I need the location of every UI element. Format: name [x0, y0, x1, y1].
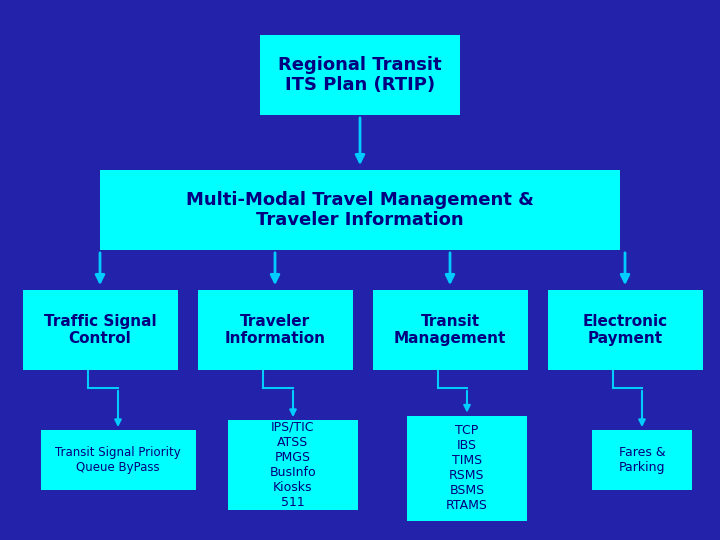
Text: Electronic
Payment: Electronic Payment — [582, 314, 667, 346]
Text: TCP
IBS
TIMS
RSMS
BSMS
RTAMS: TCP IBS TIMS RSMS BSMS RTAMS — [446, 424, 488, 512]
FancyBboxPatch shape — [197, 290, 353, 370]
FancyBboxPatch shape — [22, 290, 178, 370]
Text: Transit Signal Priority
Queue ByPass: Transit Signal Priority Queue ByPass — [55, 446, 181, 474]
FancyBboxPatch shape — [40, 430, 196, 490]
Text: Fares &
Parking: Fares & Parking — [618, 446, 665, 474]
Text: Regional Transit
ITS Plan (RTIP): Regional Transit ITS Plan (RTIP) — [278, 56, 442, 94]
FancyBboxPatch shape — [100, 170, 620, 250]
FancyBboxPatch shape — [372, 290, 528, 370]
FancyBboxPatch shape — [407, 415, 527, 521]
Text: Traffic Signal
Control: Traffic Signal Control — [44, 314, 156, 346]
Text: Transit
Management: Transit Management — [394, 314, 506, 346]
Text: Traveler
Information: Traveler Information — [225, 314, 325, 346]
FancyBboxPatch shape — [547, 290, 703, 370]
FancyBboxPatch shape — [592, 430, 692, 490]
FancyBboxPatch shape — [260, 35, 460, 115]
FancyBboxPatch shape — [228, 420, 358, 510]
Text: Multi-Modal Travel Management &
Traveler Information: Multi-Modal Travel Management & Traveler… — [186, 191, 534, 229]
Text: IPS/TIC
ATSS
PMGS
BusInfo
Kiosks
511: IPS/TIC ATSS PMGS BusInfo Kiosks 511 — [270, 421, 316, 509]
